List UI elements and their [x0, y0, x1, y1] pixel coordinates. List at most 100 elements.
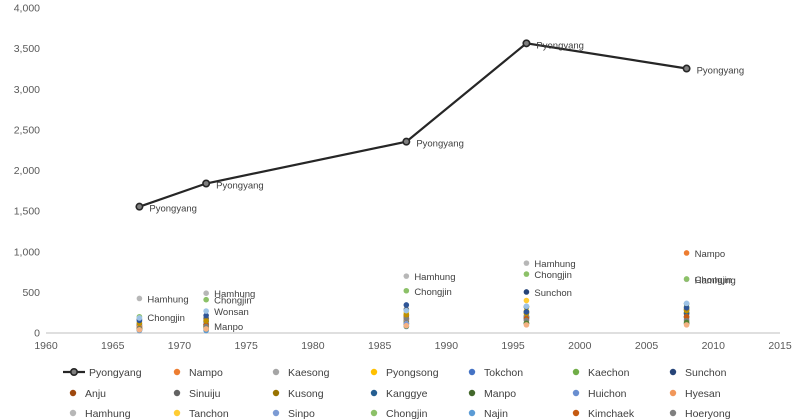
legend-entry: Chongjin — [386, 408, 428, 420]
legend-entry: Najin — [484, 408, 508, 420]
data-point-sariwon — [203, 312, 209, 319]
data-point-sunchon — [523, 289, 530, 295]
y-tick-label: 3,500 — [14, 43, 40, 55]
data-label: Chongjin — [695, 275, 733, 286]
data-point-munchon — [203, 326, 209, 332]
legend-entry: Nampo — [189, 367, 223, 379]
data-point-pyongyang — [522, 39, 531, 48]
legend-marker — [70, 367, 79, 376]
data-label: Hamhung — [147, 294, 188, 305]
x-tick-label: 1965 — [101, 340, 125, 352]
legend-entry: Kimchaek — [588, 408, 635, 420]
data-point-wonsan — [523, 303, 530, 309]
data-point-haeju — [203, 318, 209, 324]
y-tick-label: 3,000 — [14, 84, 40, 96]
data-point-wonsan — [403, 307, 410, 314]
legend-entry: Kanggye — [386, 388, 428, 400]
legend-entry: Hyesan — [685, 388, 721, 400]
legend-marker — [669, 368, 677, 376]
data-point-wonsan — [683, 300, 690, 307]
legend-marker — [272, 389, 280, 397]
data-label: Pyongyang — [697, 66, 745, 77]
legend-marker — [370, 368, 378, 376]
legend-entry: Hoeryong — [685, 408, 731, 420]
data-label: Pyongyang — [149, 204, 197, 215]
data-label: Hamhung — [695, 275, 736, 286]
legend-entry: Pyongsong — [386, 367, 439, 379]
legend: Pyongyang Nampo Kaesong Pyongsong Tokchon Kae… — [63, 367, 731, 420]
legend-entry: Sinuiju — [189, 388, 221, 400]
y-tick-label: 1,500 — [14, 206, 40, 218]
data-point-chongjin — [523, 271, 530, 277]
x-tick-label: 2010 — [702, 340, 726, 352]
legend-marker — [69, 409, 77, 417]
legend-marker — [468, 368, 476, 376]
data-point-munchon — [403, 322, 410, 329]
y-axis: 0 500 1,000 1,500 2,000 2,500 3,000 3,500 4,000 — [14, 3, 40, 340]
legend-entry: Kaechon — [588, 367, 630, 379]
legend-entry: Kaesong — [288, 367, 330, 379]
legend-marker — [669, 389, 677, 397]
y-tick-label: 1,000 — [14, 246, 40, 258]
legend-entry: Pyongyang — [89, 367, 142, 379]
data-point-pyongyang — [202, 179, 211, 188]
x-tick-label: 2005 — [635, 340, 659, 352]
legend-entry: Tanchon — [189, 408, 229, 420]
legend-entry: Tokchon — [484, 367, 523, 379]
data-point-munchon — [523, 322, 530, 328]
x-tick-label: 1995 — [501, 340, 525, 352]
y-tick-label: 2,000 — [14, 165, 40, 177]
data-point-munchon — [136, 326, 143, 333]
data-point-kimchaek — [683, 313, 690, 320]
legend-marker — [572, 368, 580, 376]
x-axis: 1960 1965 1970 1975 1980 1985 1990 1995 2000 2005… — [34, 332, 792, 352]
data-point-sariwon — [523, 309, 530, 315]
y-tick-label: 4,000 — [14, 3, 40, 15]
x-tick-label: 2015 — [768, 340, 792, 352]
data-labels: Pyongyang Pyongyang Pyongyang Pyongyang Pyon… — [147, 40, 744, 333]
y-tick-label: 500 — [22, 287, 40, 299]
data-point-munchon — [683, 322, 690, 328]
legend-entry: Kusong — [288, 388, 324, 400]
legend-entry: Anju — [85, 388, 106, 400]
legend-marker — [173, 409, 181, 417]
data-point-chongjin — [203, 296, 209, 303]
legend-marker — [272, 368, 280, 376]
data-point-hamhung — [523, 260, 530, 266]
data-point-sariwon — [403, 302, 410, 308]
x-tick-label: 1960 — [34, 340, 58, 352]
data-point-nampo — [683, 250, 690, 256]
data-point-haeju — [403, 311, 410, 318]
data-point-wonsan — [136, 315, 143, 321]
legend-marker — [272, 409, 280, 417]
data-label: Pyongyang — [416, 139, 464, 150]
data-point-pyongyang — [682, 64, 691, 73]
y-tick-label: 0 — [34, 328, 40, 340]
data-point-pyongyang — [135, 202, 144, 211]
data-point-chongjin — [403, 287, 410, 294]
legend-entry: Sunchon — [685, 367, 727, 379]
legend-marker — [69, 389, 77, 397]
legend-marker — [468, 389, 476, 397]
data-points — [135, 39, 691, 334]
data-point-hamhung — [403, 273, 410, 279]
legend-entry: Sinpo — [288, 408, 315, 420]
data-point-hamhung — [136, 295, 143, 302]
x-tick-label: 1985 — [368, 340, 392, 352]
data-point-pyongyang — [402, 137, 411, 146]
data-label: Chongjin — [147, 313, 185, 324]
y-tick-label: 2,500 — [14, 124, 40, 136]
data-label: Nampo — [695, 249, 726, 260]
legend-entry: Manpo — [484, 388, 516, 400]
data-label: Sunchon — [534, 288, 572, 299]
data-label: Hamhung — [534, 259, 575, 270]
data-label: Hamhung — [414, 272, 455, 283]
x-tick-label: 2000 — [568, 340, 592, 352]
data-label: Chongjin — [414, 287, 452, 298]
legend-marker — [370, 389, 378, 397]
data-point-sariwon — [683, 305, 690, 311]
legend-entry: Hamhung — [85, 408, 131, 420]
x-tick-label: 1970 — [168, 340, 192, 352]
data-label: Chongjin — [534, 270, 572, 281]
